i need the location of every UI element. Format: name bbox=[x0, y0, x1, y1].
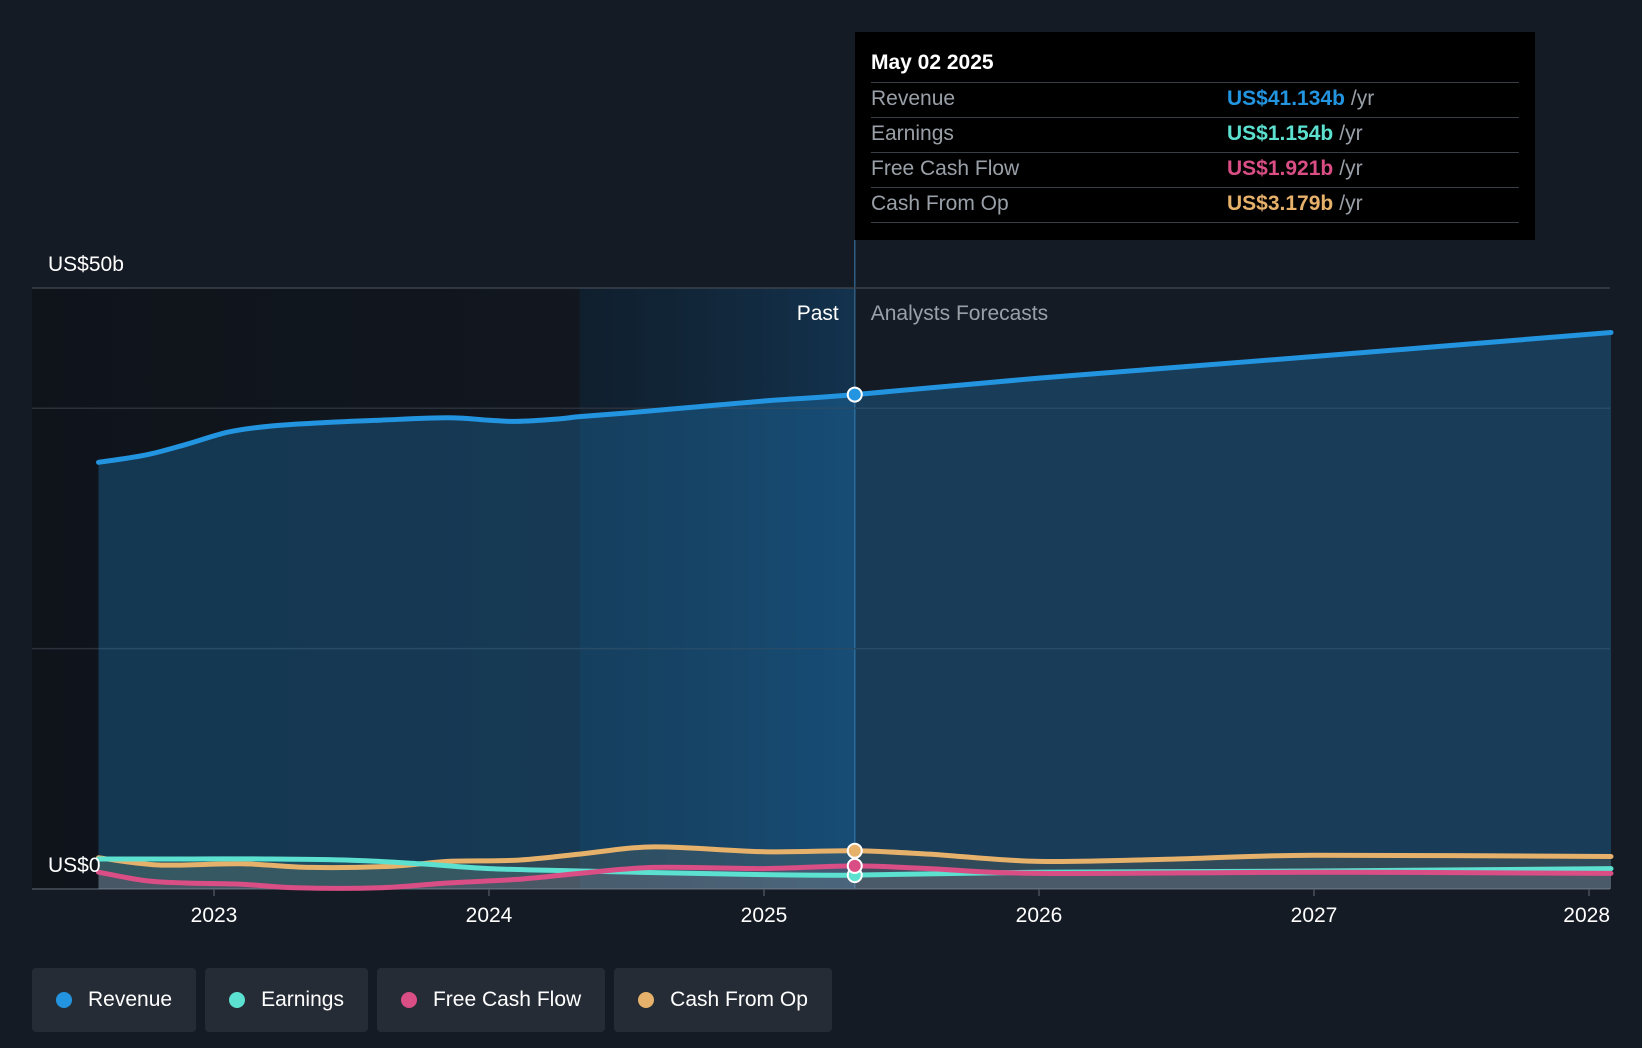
forecast-label: Analysts Forecasts bbox=[871, 302, 1048, 325]
tooltip-unit: /yr bbox=[1339, 157, 1363, 180]
tooltip-unit: /yr bbox=[1339, 122, 1363, 145]
series-line-revenue bbox=[96, 330, 1614, 465]
x-tick-label: 2027 bbox=[1291, 904, 1338, 927]
tooltip-row-earnings: Earnings US$1.154b /yr bbox=[871, 117, 1519, 152]
legend-dot-icon bbox=[638, 992, 655, 1008]
tooltip-row-free-cash-flow: Free Cash Flow US$1.921b /yr bbox=[871, 152, 1519, 187]
legend-item-earnings[interactable]: Earnings bbox=[205, 968, 368, 1032]
highlight-region bbox=[579, 288, 855, 889]
series-line-free-cash-flow bbox=[96, 863, 1614, 891]
x-tick-label: 2024 bbox=[466, 904, 513, 927]
data-point-revenue bbox=[846, 386, 863, 403]
x-tick-label: 2028 bbox=[1563, 904, 1610, 927]
tooltip-row-revenue: Revenue US$41.134b /yr bbox=[871, 82, 1519, 117]
tooltip-label: Revenue bbox=[871, 87, 956, 110]
area-revenue bbox=[98, 332, 1611, 889]
legend-item-revenue[interactable]: Revenue bbox=[32, 968, 197, 1032]
legend-dot-icon bbox=[229, 992, 246, 1008]
tooltip-value: US$1.921b bbox=[1227, 157, 1334, 180]
tooltip-value: US$3.179b bbox=[1227, 192, 1334, 215]
data-point-cash-from-op bbox=[846, 842, 863, 859]
tooltip-value: US$1.154b bbox=[1227, 122, 1334, 145]
legend-label: Free Cash Flow bbox=[432, 988, 582, 1011]
tooltip-label: Free Cash Flow bbox=[871, 157, 1020, 180]
tooltip-row-cash-from-op: Cash From Op US$3.179b /yr bbox=[871, 187, 1519, 223]
legend-dot-icon bbox=[56, 992, 72, 1008]
tooltip-unit: /yr bbox=[1350, 87, 1375, 110]
legend-label: Cash From Op bbox=[670, 988, 808, 1011]
tooltip-value: US$41.134b bbox=[1227, 87, 1345, 110]
tooltip-date: May 02 2025 bbox=[871, 51, 994, 74]
legend-item-free-cash-flow[interactable]: Free Cash Flow bbox=[376, 968, 606, 1032]
x-tick-label: 2026 bbox=[1016, 904, 1063, 927]
series-line-cash-from-op bbox=[96, 844, 1614, 871]
tooltip-label: Cash From Op bbox=[871, 192, 1009, 215]
legend-label: Earnings bbox=[261, 988, 344, 1011]
tooltip-unit: /yr bbox=[1339, 192, 1363, 215]
chart-legend: Revenue Earnings Free Cash Flow Cash Fro… bbox=[32, 968, 832, 1032]
legend-item-cash-from-op[interactable]: Cash From Op bbox=[614, 968, 832, 1032]
y-axis-min-label: US$0 bbox=[48, 854, 101, 877]
y-axis-max-label: US$50b bbox=[48, 253, 124, 276]
x-tick-label: 2025 bbox=[741, 904, 788, 927]
legend-label: Revenue bbox=[88, 988, 173, 1011]
past-label: Past bbox=[797, 302, 839, 325]
x-tick-label: 2023 bbox=[191, 904, 238, 927]
hover-tooltip: May 02 2025 Revenue US$41.134b /yr Earni… bbox=[855, 32, 1535, 240]
legend-dot-icon bbox=[400, 992, 417, 1008]
data-point-free-cash-flow bbox=[846, 857, 863, 874]
tooltip-label: Earnings bbox=[871, 122, 954, 145]
